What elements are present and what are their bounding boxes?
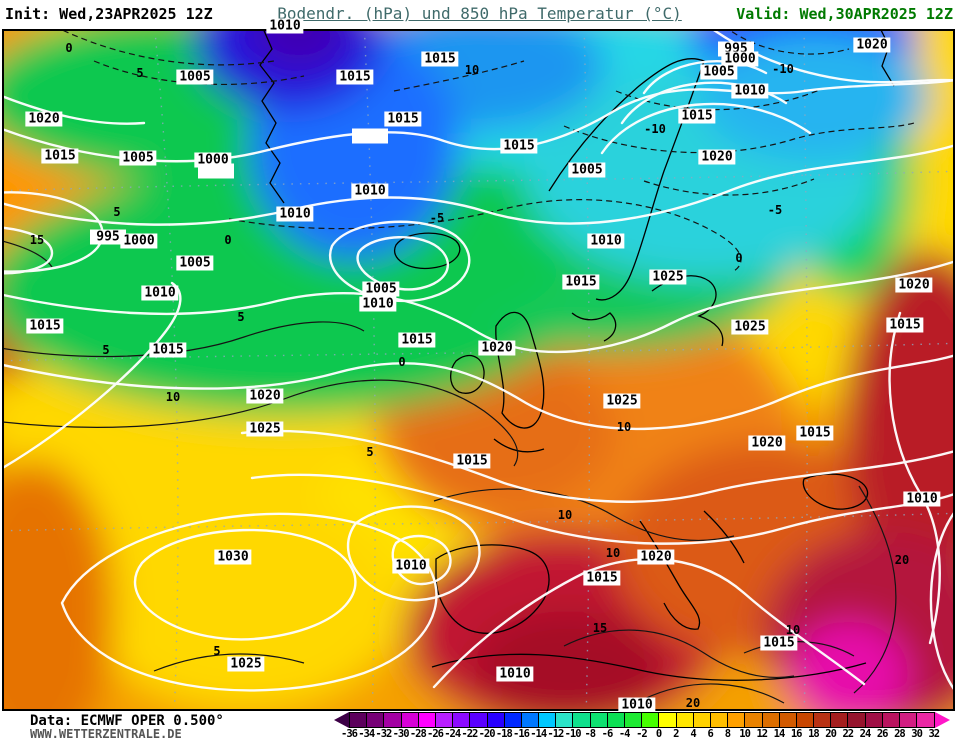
colorbar-box — [607, 713, 625, 727]
colorbar-tick: -10 — [564, 728, 582, 740]
colorbar-tick: 12 — [756, 728, 768, 740]
colorbar-tick: 20 — [825, 728, 837, 740]
colorbar-tick: 2 — [673, 728, 679, 740]
data-source: Data: ECMWF OPER 0.500° — [30, 713, 224, 729]
colorbar-tick: -32 — [375, 728, 392, 740]
colorbar-box — [350, 713, 368, 727]
colorbar-tick: -8 — [584, 728, 596, 740]
website-url: WWW.WETTERZENTRALE.DE — [30, 727, 182, 741]
colorbar-tick: -2 — [636, 728, 648, 740]
colorbar-tick: 0 — [655, 728, 662, 740]
colorbar-tick: -14 — [530, 728, 547, 740]
colorbar-box — [728, 713, 746, 727]
colorbar-tick: -16 — [513, 728, 530, 740]
colorbar-box — [676, 713, 694, 727]
colorbar-box — [693, 713, 711, 727]
colorbar-tick: 22 — [842, 728, 854, 740]
colorbar-tick: -30 — [392, 728, 410, 740]
colorbar-tick: 4 — [690, 728, 696, 740]
colorbar-tick: -36 — [341, 728, 358, 740]
colorbar-tick: -28 — [409, 728, 427, 740]
colorbar-boxes — [349, 712, 936, 728]
colorbar-box — [831, 713, 849, 727]
colorbar-box — [521, 713, 540, 727]
colorbar-tick: -22 — [461, 728, 478, 740]
colorbar-box — [865, 713, 883, 727]
colorbar-box — [745, 713, 763, 727]
colorbar-box — [590, 713, 608, 727]
colorbar-tick: 26 — [876, 728, 889, 740]
colorbar-box — [814, 713, 832, 727]
colorbar-tick: -34 — [358, 728, 375, 740]
colorbar-tick: -24 — [444, 728, 461, 740]
colorbar-box — [435, 713, 454, 727]
colorbar-tick: 28 — [894, 728, 906, 740]
colorbar-tick: -26 — [427, 728, 444, 740]
colorbar-box — [367, 713, 385, 727]
colorbar-box — [556, 713, 574, 727]
colorbar-box — [796, 713, 815, 727]
colorbar-box — [917, 713, 935, 727]
colorbar-box — [470, 713, 488, 727]
colorbar-box — [418, 713, 436, 727]
colorbar-box — [659, 713, 677, 727]
header: Init: Wed,23APR2025 12Z Bodendr. (hPa) u… — [0, 0, 959, 29]
colorbar-tick: 30 — [911, 728, 923, 740]
colorbar-tick: 24 — [859, 728, 872, 740]
colorbar-tick: 10 — [739, 728, 751, 740]
init-datetime: Init: Wed,23APR2025 12Z — [5, 5, 213, 23]
colorbar-box — [384, 713, 402, 727]
colorbar-right-arrow — [935, 712, 951, 728]
colorbar-box — [573, 713, 591, 727]
colorbar-box — [848, 713, 866, 727]
coastlines — [259, 31, 895, 681]
colorbar-tick: 8 — [724, 728, 731, 740]
colorbar-box — [710, 713, 729, 727]
colorbar-box — [642, 713, 660, 727]
colorbar-box — [487, 713, 505, 727]
colorbar-tick: -18 — [495, 728, 513, 740]
temperature-colorbar: -36 -34 -32 -30 -28 -26 -24 -22 -20 -18 -16 -14 -12-… — [334, 712, 951, 740]
colorbar-tick: 6 — [707, 728, 714, 740]
colorbar-box — [762, 713, 780, 727]
colorbar-tick: 32 — [928, 728, 940, 740]
colorbar-box — [453, 713, 471, 727]
colorbar-tick: -20 — [478, 728, 496, 740]
colorbar-box — [625, 713, 643, 727]
colorbar-left-arrow — [334, 712, 349, 728]
colorbar-tick: 16 — [790, 728, 803, 740]
colorbar-box — [900, 713, 918, 727]
footer: Data: ECMWF OPER 0.500° WWW.WETTERZENTRA… — [0, 711, 959, 741]
map-title: Bodendr. (hPa) und 850 hPa Temperatur (°… — [277, 4, 682, 23]
valid-datetime: Valid: Wed,30APR2025 12Z — [736, 5, 953, 23]
colorbar-box — [401, 713, 419, 727]
colorbar-row — [334, 712, 951, 728]
colorbar-tick: 14 — [773, 728, 786, 740]
colorbar-tick: -12 — [547, 728, 564, 740]
weather-map-canvas — [2, 29, 955, 711]
colorbar-tick: -6 — [601, 728, 614, 740]
colorbar-box — [504, 713, 522, 727]
colorbar-box — [882, 713, 900, 727]
colorbar-tick: 18 — [808, 728, 820, 740]
map-graphic — [4, 31, 953, 709]
colorbar-box — [539, 713, 557, 727]
colorbar-tick: -4 — [618, 728, 631, 740]
colorbar-box — [779, 713, 797, 727]
